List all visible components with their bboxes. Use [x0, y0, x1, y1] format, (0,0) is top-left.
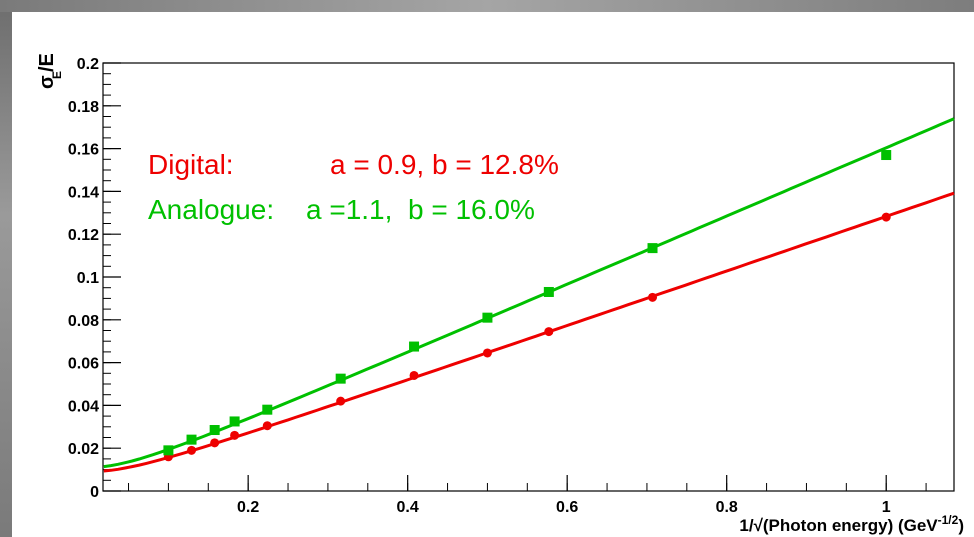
analogue-point	[409, 341, 420, 352]
x-axis: 0.2 0.4 0.6 0.8 1	[128, 475, 927, 516]
analogue-point	[482, 312, 493, 323]
y-tick-label: 0.06	[68, 356, 99, 373]
analogue-fit-line	[103, 117, 955, 469]
digital-annotation-values: a = 0.9, b = 12.8%	[330, 149, 559, 180]
digital-point	[482, 348, 492, 358]
x-tick-label: 0.2	[237, 499, 259, 516]
y-tick-label: 0.12	[68, 227, 99, 244]
analogue-point	[543, 286, 554, 297]
background-band-left	[0, 0, 12, 537]
digital-point	[881, 212, 891, 222]
analogue-point	[229, 416, 240, 427]
y-tick-label: 0	[90, 484, 99, 501]
background-band-top	[0, 0, 974, 12]
y-tick-label: 0.18	[68, 99, 99, 116]
y-tick-label: 0.08	[68, 313, 99, 330]
y-tick-label: 0.04	[68, 398, 99, 415]
y-axis-title-subscript: E	[50, 71, 64, 79]
x-axis-title-main: 1/√(Photon energy) (GeV	[739, 516, 938, 535]
x-axis-title-exponent: -1/2	[938, 513, 959, 527]
x-tick-label: 1	[882, 499, 891, 516]
digital-point	[210, 438, 220, 448]
digital-point	[187, 445, 197, 455]
digital-point	[262, 421, 272, 431]
digital-point	[409, 370, 419, 380]
x-tick-label: 0.6	[556, 499, 578, 516]
analogue-point	[647, 243, 658, 254]
analogue-point	[163, 445, 174, 456]
x-tick-label: 0.4	[397, 499, 419, 516]
analogue-point	[262, 404, 273, 415]
digital-fit-line	[103, 191, 955, 473]
fit-lines	[103, 117, 955, 473]
analogue-annotation: Analogue:	[148, 194, 274, 225]
analogue-point	[881, 150, 892, 161]
chart-panel: 0 0.02 0.04 0.06 0.08 0.1 0.12 0.14 0.16 0.18 0.2 …	[12, 12, 974, 537]
analogue-point	[186, 434, 197, 445]
y-axis: 0 0.02 0.04 0.06 0.08 0.1 0.12 0.14 0.16 0.18 0.2	[68, 56, 121, 501]
resolution-chart: 0 0.02 0.04 0.06 0.08 0.1 0.12 0.14 0.16 0.18 0.2 …	[36, 53, 964, 535]
y-tick-label: 0.02	[68, 441, 99, 458]
analogue-annotation-label: Analogue:	[148, 194, 274, 225]
analogue-annotation-values: a =1.1, b = 16.0%	[306, 194, 535, 225]
y-tick-label: 0.2	[77, 56, 99, 73]
digital-point	[230, 430, 240, 440]
x-axis-title-close: )	[958, 516, 964, 535]
y-tick-label: 0.14	[68, 184, 99, 201]
data-markers	[163, 150, 892, 462]
y-axis-title-sigma: σ	[36, 75, 58, 89]
y-tick-label: 0.1	[77, 270, 99, 287]
analogue-point	[335, 373, 346, 384]
digital-annotation-label: Digital:	[148, 149, 234, 180]
analogue-point	[209, 425, 220, 436]
y-axis-title: σ E /E	[36, 53, 64, 89]
digital-point	[544, 327, 554, 337]
digital-point	[648, 292, 658, 302]
digital-point	[336, 396, 346, 406]
x-axis-title: 1/√(Photon energy) (GeV-1/2)	[739, 513, 964, 535]
x-tick-label: 0.8	[716, 499, 738, 516]
digital-annotation: Digital:	[148, 149, 234, 180]
y-axis-title-rest: /E	[36, 53, 58, 72]
y-tick-label: 0.16	[68, 142, 99, 159]
